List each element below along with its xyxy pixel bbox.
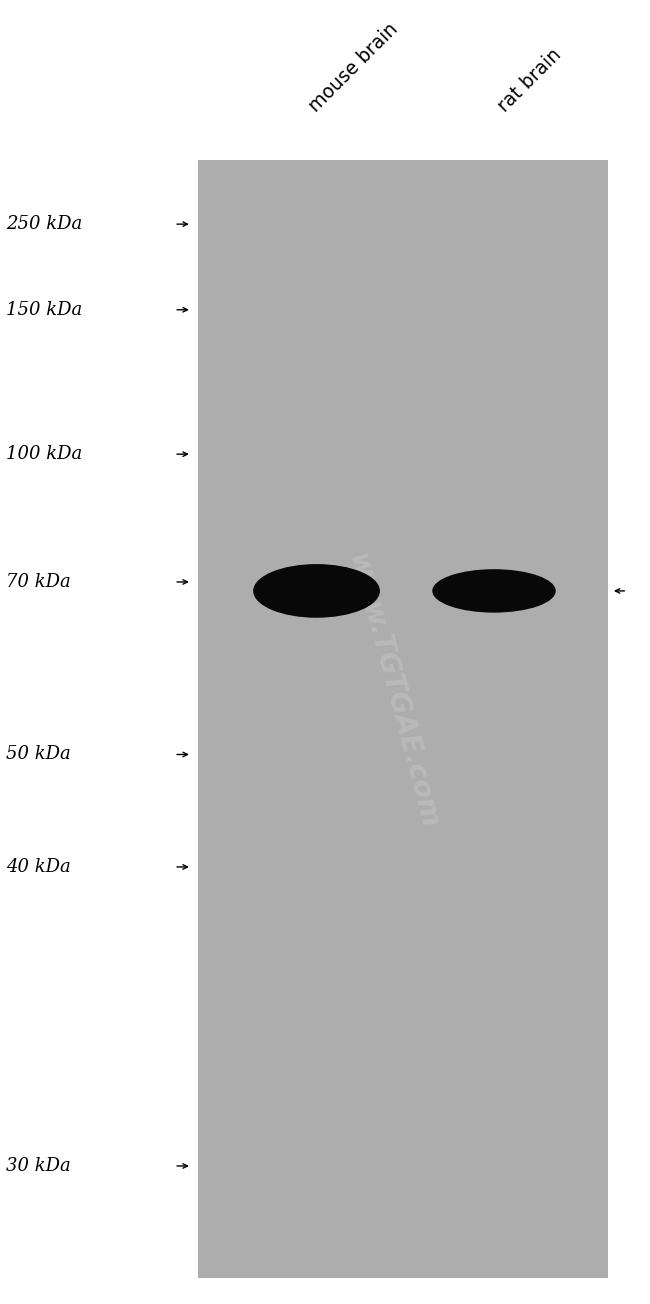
Text: 250 kDa: 250 kDa <box>6 215 83 233</box>
Text: mouse brain: mouse brain <box>306 20 402 116</box>
Text: 50 kDa: 50 kDa <box>6 746 72 763</box>
Text: 150 kDa: 150 kDa <box>6 301 83 318</box>
Bar <box>198 160 608 1278</box>
Ellipse shape <box>432 569 556 613</box>
Text: www.TGTGAE.com: www.TGTGAE.com <box>343 550 443 832</box>
Text: 30 kDa: 30 kDa <box>6 1157 72 1175</box>
Text: 40 kDa: 40 kDa <box>6 858 72 876</box>
Text: rat brain: rat brain <box>494 44 565 116</box>
Text: 70 kDa: 70 kDa <box>6 572 72 591</box>
Ellipse shape <box>253 565 380 618</box>
Ellipse shape <box>256 578 377 604</box>
Text: 100 kDa: 100 kDa <box>6 445 83 463</box>
Ellipse shape <box>438 580 550 601</box>
